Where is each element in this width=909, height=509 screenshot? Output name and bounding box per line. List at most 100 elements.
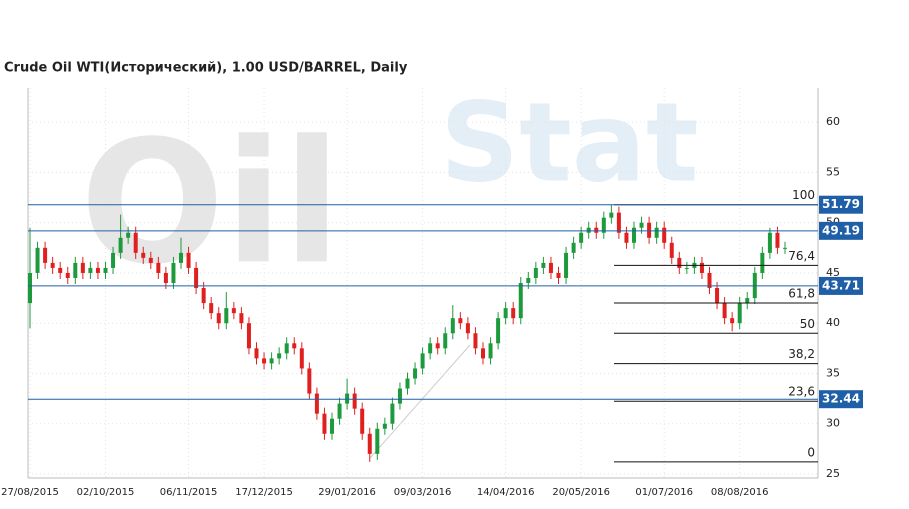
candle-body (269, 358, 274, 364)
candle-body (360, 408, 365, 434)
y-tick-label: 35 (826, 366, 840, 379)
candle-body (141, 252, 146, 258)
candle-body (533, 267, 538, 278)
fib-label: 76,4 (788, 249, 815, 263)
candle-body (397, 388, 402, 404)
level-label: 49.19 (822, 223, 860, 237)
fib-label: 61,8 (788, 287, 815, 301)
level-box (819, 276, 863, 295)
candle-body (299, 348, 304, 369)
candle-body (224, 308, 229, 324)
trend-line (369, 344, 471, 459)
watermark: Oil Stat (80, 78, 699, 302)
x-tick-label: 29/01/2016 (318, 487, 376, 498)
fib-label: 23,6 (788, 385, 815, 399)
candle-body (541, 262, 546, 268)
candle-body (677, 257, 682, 268)
candle-body (43, 247, 48, 263)
candle-body (80, 262, 85, 273)
candle-body (148, 257, 153, 263)
fib-label: 50 (800, 317, 815, 331)
candle-body (571, 242, 576, 253)
y-tick-label: 55 (826, 165, 840, 178)
candle-body (194, 267, 199, 289)
candle-body (262, 358, 267, 364)
candle-body (745, 298, 750, 304)
candle-body (322, 413, 327, 434)
x-tick-label: 27/08/2015 (1, 487, 59, 498)
candle-body (390, 403, 395, 424)
candle-body (548, 262, 553, 273)
x-tick-label: 09/03/2016 (394, 487, 452, 498)
candle-body (352, 393, 357, 409)
candle-body (126, 232, 131, 238)
candle-body (639, 222, 644, 228)
candle-body (632, 227, 636, 243)
x-tick-label: 08/08/2016 (711, 487, 769, 498)
y-tick-label: 25 (826, 467, 840, 480)
candle-body (737, 303, 742, 324)
candle-body (171, 262, 176, 283)
candle-body (292, 343, 297, 349)
candle-body (254, 348, 259, 359)
candle-body (624, 232, 629, 243)
y-tick-label: 45 (826, 266, 840, 279)
candle-body (201, 288, 206, 304)
candle-body (367, 433, 372, 454)
candle-body (405, 378, 410, 389)
candle-body (465, 323, 470, 334)
candle-body (647, 222, 652, 238)
candle-body (458, 318, 463, 324)
candle-body (133, 232, 138, 253)
candle-body (669, 242, 674, 258)
level-box (819, 195, 863, 214)
candle-body (95, 267, 100, 273)
candle-body (277, 353, 282, 359)
candle-body (783, 247, 787, 249)
candle-body (715, 288, 720, 304)
candle-body (473, 333, 478, 349)
watermark-oil: Oil (80, 104, 341, 302)
candle-body (767, 232, 772, 253)
candle-body (209, 303, 214, 314)
candle-body (722, 303, 727, 319)
candle-body (103, 267, 108, 273)
candle-body (118, 237, 123, 253)
y-tick-label: 60 (826, 115, 840, 128)
x-tick-label: 02/10/2015 (77, 487, 135, 498)
candle-body (88, 267, 93, 273)
x-tick-label: 20/05/2016 (552, 487, 610, 498)
candle-body (428, 343, 433, 354)
candle-body (246, 323, 251, 349)
candle-body (699, 262, 704, 273)
candle-body (284, 343, 289, 354)
candle-body (28, 272, 32, 304)
y-tick-label: 30 (826, 417, 840, 430)
candle-body (556, 272, 561, 278)
candle-body (73, 262, 78, 278)
candle-body (163, 272, 168, 283)
candle-body (586, 227, 591, 233)
candle-body (503, 308, 508, 319)
candle-body (239, 313, 244, 324)
candle-body (450, 318, 455, 334)
candle-body (760, 252, 765, 273)
candle-body (511, 308, 516, 319)
candle-body (35, 247, 40, 273)
candle-body (662, 227, 667, 243)
candle-body (231, 308, 236, 314)
candle-body (518, 283, 523, 319)
candle-body (156, 262, 161, 273)
candle-body (730, 318, 735, 324)
candle-body (526, 277, 531, 283)
candle-body (186, 252, 191, 268)
chart-title: Crude Oil WTI(Исторический), 1.00 USD/BA… (4, 61, 408, 76)
candle-body (307, 368, 312, 394)
candle-body (413, 368, 418, 379)
x-tick-label: 06/11/2015 (160, 487, 218, 498)
candle-body (65, 272, 70, 278)
x-tick-label: 01/07/2016 (635, 487, 693, 498)
candle-body (111, 252, 116, 268)
